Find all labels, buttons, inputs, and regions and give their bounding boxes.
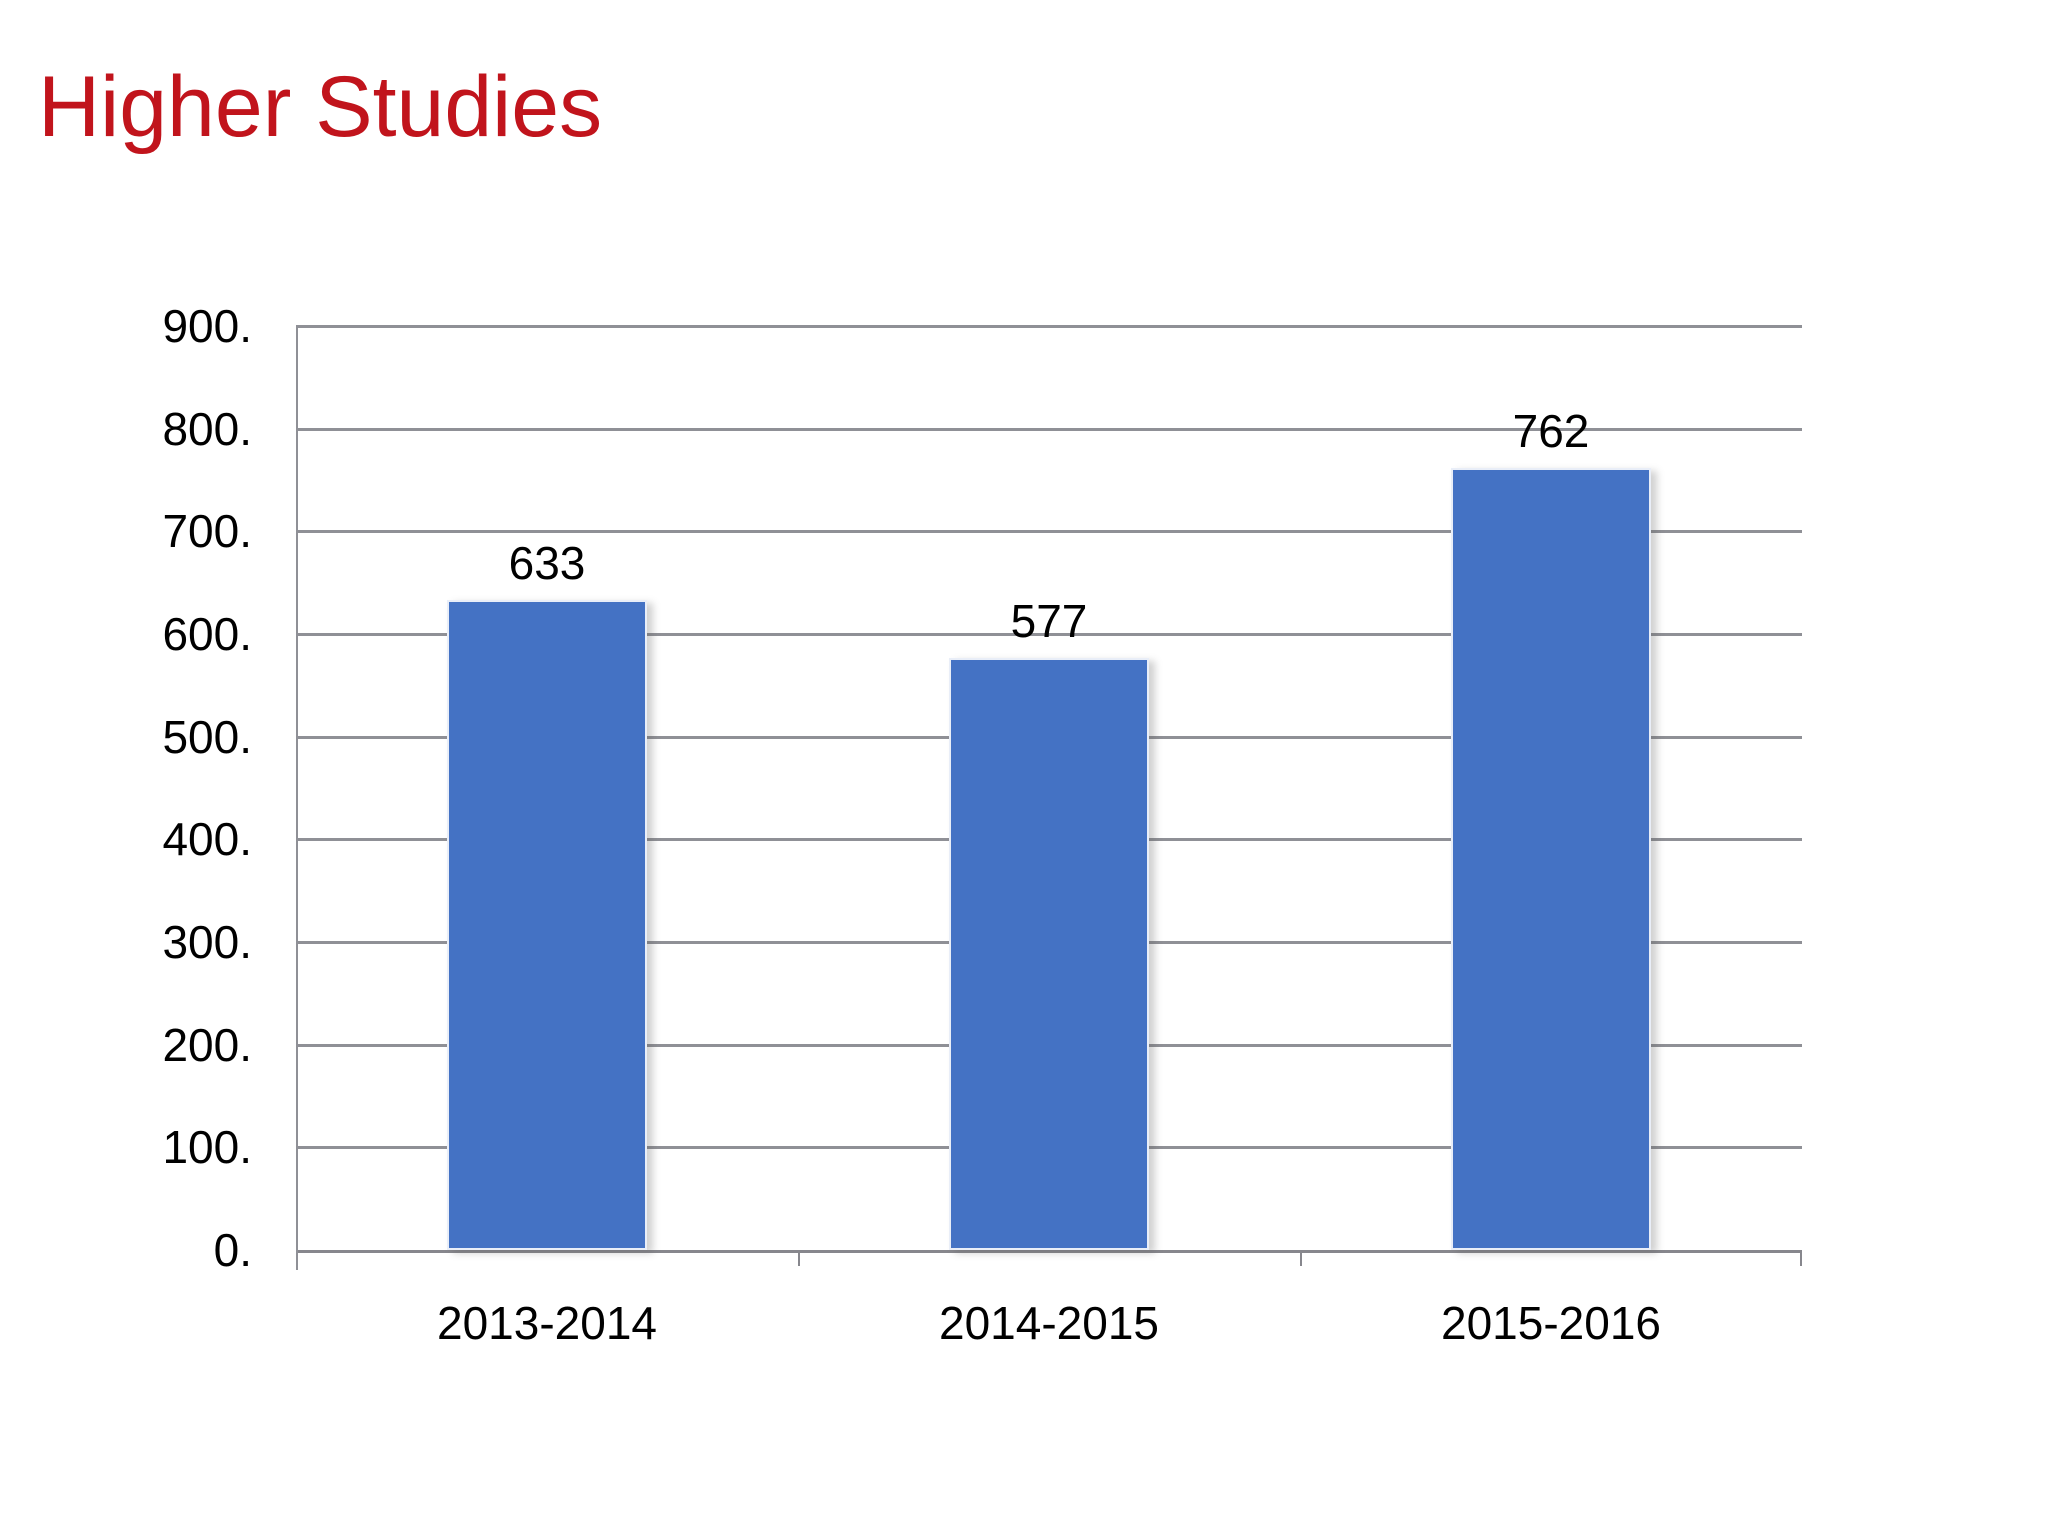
x-category-label: 2015-2016	[1441, 1297, 1661, 1349]
bar-value-label: 633	[508, 537, 586, 590]
category-axis-tick	[1300, 1250, 1302, 1266]
bar-2015-2016	[1451, 467, 1651, 1250]
y-tick-label: 800.	[162, 402, 252, 455]
x-axis-category-labels: 2013-2014 2014-2015 2015-2016	[296, 1300, 1802, 1346]
category-axis-tick	[1800, 1250, 1802, 1266]
gridline	[296, 633, 1802, 636]
y-tick-label: 400.	[162, 813, 252, 866]
gridline	[296, 427, 1802, 431]
y-tick-label: 200.	[162, 1018, 252, 1071]
x-axis-baseline	[296, 1250, 1802, 1253]
y-axis-tick-labels: 0. 100. 200. 300. 400. 500. 600. 700. 800. 900.	[30, 0, 252, 1536]
bar-value-label: 577	[1010, 594, 1088, 647]
x-category-label: 2013-2014	[437, 1297, 657, 1349]
y-tick-label: 300.	[162, 916, 252, 968]
y-tick-label: 0.	[213, 1224, 252, 1276]
y-tick-label: 600.	[162, 608, 252, 660]
bar-2013-2014	[447, 600, 647, 1250]
y-tick-label: 900.	[162, 300, 252, 352]
gridline	[296, 530, 1802, 534]
y-tick-label: 700.	[162, 505, 252, 558]
y-axis-line	[296, 326, 298, 1270]
gridline	[296, 325, 1802, 328]
category-axis-tick	[798, 1250, 800, 1266]
page-title: Higher Studies	[38, 59, 603, 155]
bar-value-label: 762	[1512, 404, 1590, 457]
x-category-label: 2014-2015	[939, 1297, 1159, 1349]
plot-area: 633 577 762	[296, 325, 1802, 1270]
y-tick-label: 500.	[162, 710, 252, 763]
bar-2014-2015	[949, 657, 1149, 1250]
y-tick-label: 100.	[162, 1121, 252, 1174]
